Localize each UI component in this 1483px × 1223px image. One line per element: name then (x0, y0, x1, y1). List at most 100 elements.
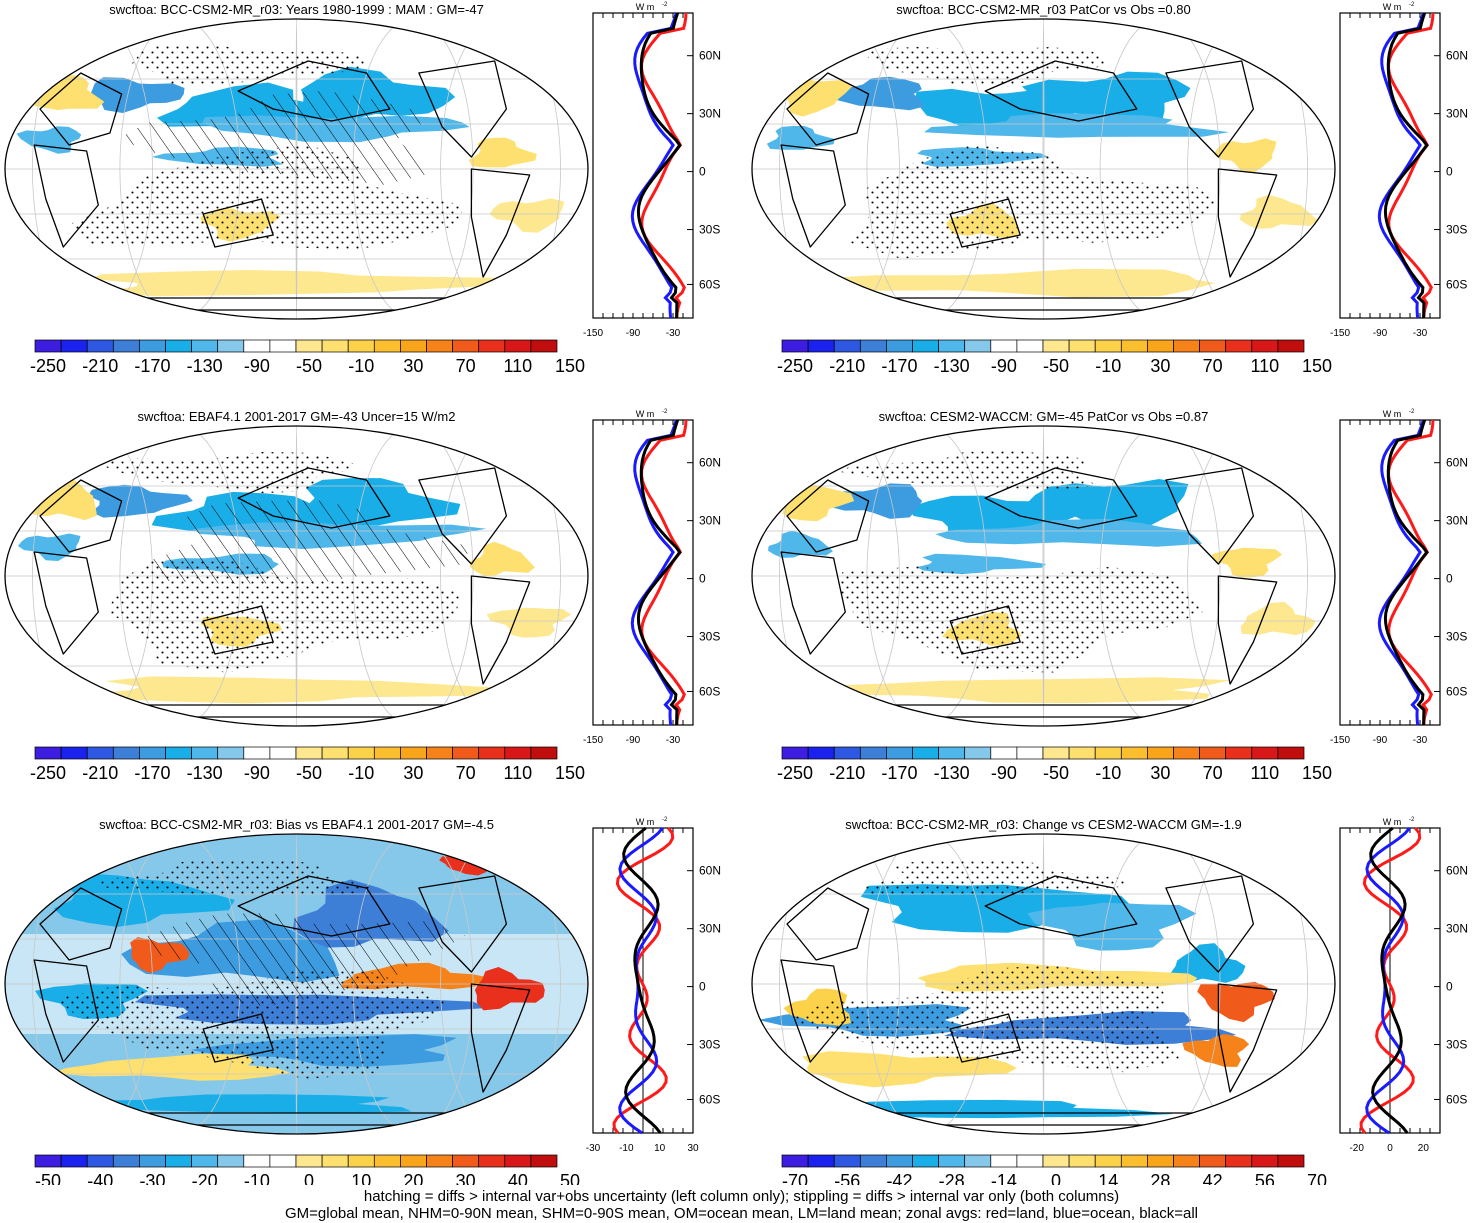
colorbar-swatch (807, 339, 835, 353)
zonal-lat-label: 0 (1446, 165, 1453, 179)
colorbar-swatch (191, 746, 219, 760)
map-panel-5: swcftoa: BCC-CSM2-MR_r03: Bias vs EBAF4.… (4, 817, 721, 1185)
field-region (807, 268, 1216, 298)
coastline (1165, 60, 1255, 158)
colorbar-tick-label: -90 (244, 763, 270, 783)
field-region (1213, 138, 1277, 173)
zonal-mean-plot: W m -2 -30 -10 10 30 60N 30N 0 30S 60S (586, 817, 721, 1154)
coastline (786, 479, 870, 553)
coastline (984, 60, 1138, 122)
colorbar-swatch (1094, 1154, 1122, 1168)
zonal-unit-label: W m (636, 817, 655, 827)
colorbar-swatch (964, 746, 992, 760)
coastline (780, 144, 846, 248)
zonal-x-tick-label: -10 (619, 1143, 634, 1154)
colorbar-swatch (295, 339, 323, 353)
colorbar-swatch (886, 339, 913, 353)
field-region (88, 484, 193, 518)
stipple-region (858, 859, 1130, 896)
coastline (418, 875, 508, 973)
footer-note-legend: GM=global mean, NHM=0-90N mean, SHM=0-90… (284, 1205, 1198, 1222)
colorbar-swatch (321, 746, 349, 760)
field-region (924, 113, 1230, 138)
colorbar-swatch (1120, 339, 1148, 353)
coastline (202, 605, 274, 655)
colorbar-tick-label: 10 (351, 1171, 371, 1185)
colorbar-swatch (912, 339, 939, 353)
graticule-meridian (440, 834, 561, 1134)
colorbar-swatch (139, 339, 166, 353)
hatch-region (143, 500, 470, 584)
map-panel-2: swcftoa: BCC-CSM2-MR_r03 PatCor vs Obs =… (751, 2, 1468, 376)
coastline (237, 875, 391, 937)
colorbar-tick-label: -28 (939, 1171, 965, 1185)
colorbar-swatch (859, 339, 887, 353)
zonal-line-land (1359, 827, 1422, 1134)
colorbar-tick-label: 28 (1150, 1171, 1170, 1185)
colorbar-tick-label: 150 (555, 763, 585, 783)
colorbar-tick-label: 40 (508, 1171, 528, 1185)
map-panel-6: swcftoa: BCC-CSM2-MR_r03: Change vs CESM… (751, 817, 1468, 1185)
zonal-line-all (636, 12, 682, 319)
field-region (7, 1094, 412, 1113)
map-field (5, 834, 588, 1134)
colorbar-swatch (191, 339, 219, 353)
colorbar-swatch (530, 1154, 558, 1168)
map-field (752, 834, 1335, 1134)
colorbar-tick-label: 0 (1051, 1171, 1061, 1185)
colorbar-tick-label: 30 (1150, 356, 1170, 376)
zonal-unit-exponent: -2 (1409, 817, 1415, 823)
stipple-region (107, 558, 460, 673)
zonal-lat-label: 30S (1446, 630, 1467, 644)
zonal-x-tick-label: -150 (1330, 735, 1350, 746)
colorbar-swatch (269, 1154, 297, 1168)
zonal-lat-label: 0 (1446, 980, 1453, 994)
zonal-unit-exponent: -2 (662, 409, 668, 415)
zonal-lat-label: 60S (1446, 1092, 1467, 1106)
panel-title: swcftoa: BCC-CSM2-MR_r03: Bias vs EBAF4.… (99, 817, 494, 832)
colorbar-tick-label: 30 (403, 763, 423, 783)
colorbar-tick-label: -10 (1095, 356, 1121, 376)
field-region (1197, 982, 1275, 1023)
zonal-lat-label: 30N (699, 922, 721, 936)
zonal-x-tick-label: -90 (1373, 328, 1388, 339)
field-region (935, 518, 1203, 547)
stipple-region (835, 450, 1098, 491)
graticule-meridian (1187, 426, 1308, 726)
field-region (768, 530, 833, 558)
colorbar-swatch (1277, 746, 1305, 760)
map-field (752, 19, 1335, 319)
coastline (418, 467, 508, 565)
field-region (18, 533, 81, 561)
stipple-region (789, 964, 1184, 1073)
colorbar-swatch (243, 1154, 271, 1168)
colorbar-tick-label: 42 (1203, 1171, 1223, 1185)
panel-title: swcftoa: BCC-CSM2-MR_r03 PatCor vs Obs =… (896, 2, 1190, 17)
field-region (1211, 547, 1283, 578)
colorbar-tick-label: 70 (456, 763, 476, 783)
colorbar-tick-label: -130 (934, 356, 970, 376)
zonal-unit-label: W m (1383, 817, 1402, 827)
figure-canvas: swcftoa: BCC-CSM2-MR_r03: Years 1980-199… (4, 2, 1468, 1185)
colorbar-swatch (938, 1154, 966, 1168)
colorbar-swatch (34, 746, 62, 760)
colorbar-tick-label: 70 (1203, 356, 1223, 376)
colorbar-swatch (1042, 339, 1070, 353)
map-field (5, 426, 588, 726)
colorbar-tick-label: 110 (503, 356, 532, 376)
colorbar-swatch (86, 339, 114, 353)
map-field (752, 426, 1335, 726)
colorbar-tick-label: -170 (134, 356, 170, 376)
colorbar-swatch (1016, 339, 1044, 353)
colorbar-tick-label: -50 (296, 356, 322, 376)
colorbar-tick-label: 14 (1098, 1171, 1118, 1185)
coastline (470, 575, 531, 685)
colorbar-swatch (1225, 1154, 1253, 1168)
colorbar-swatch (321, 339, 349, 353)
zonal-mean-plot: W m -2 -150 -90 -30 60N 30N 0 30S 60S (1330, 2, 1468, 339)
colorbar-swatch (990, 339, 1018, 353)
zonal-lat-label: 30N (699, 514, 721, 528)
field-region (1022, 71, 1191, 127)
field-region (489, 198, 565, 233)
zonal-lat-label: 60N (1446, 864, 1468, 878)
